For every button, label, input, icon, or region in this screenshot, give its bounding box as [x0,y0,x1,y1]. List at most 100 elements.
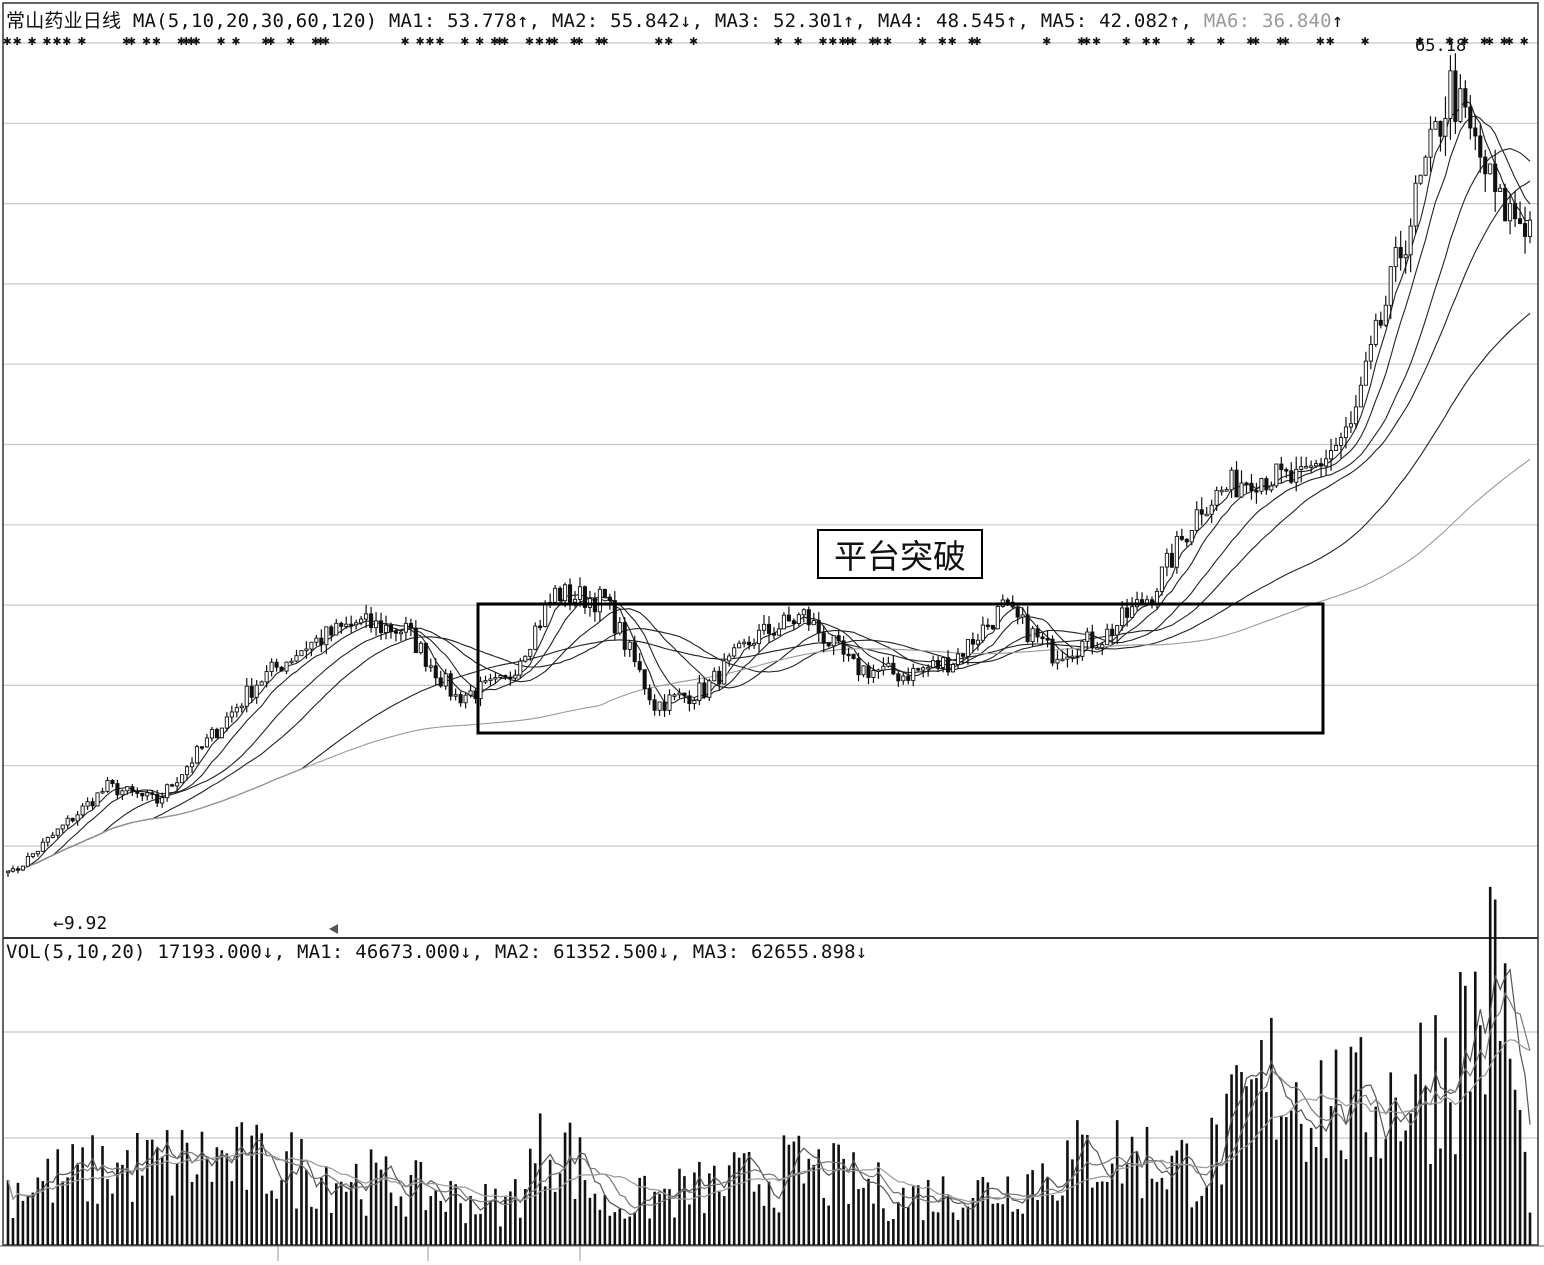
ma3-arrow: ↑ [842,10,855,32]
signal-marker: ✱ [217,33,226,49]
candle-body [602,588,607,598]
candle-body [533,625,538,650]
candle-body [771,633,777,636]
scroll-marker-icon [329,924,338,934]
candle-body [199,746,205,749]
candle-body [463,694,468,704]
candle-body [1100,644,1105,649]
candle-body [1383,304,1388,326]
candle-body [861,665,866,676]
candle-body [284,661,289,672]
candle-body [697,682,702,702]
candle-body [224,716,229,729]
candle-body [483,680,488,683]
signal-marker: ✱ [1246,33,1255,49]
candle-body [727,655,732,662]
candle-body [995,606,1000,630]
volume-ma-layer [7,968,1531,1216]
candle-body [662,701,667,711]
ma6-value: 36.840 [1261,10,1332,32]
signal-marker: ✱ [1122,33,1131,49]
candle-body [612,600,617,634]
candle-body [742,641,747,645]
signal-marker-layer: ✱ ✱ ✱ ✱ ✱ ✱ ✱ ✱✱ ✱ ✱ ✱✱✱✱ ✱ ✱ ✱✱ ✱ ✱✱✱ ✱ ✱ ✱ ✱ ✱ ✱ ✱✱✱ ✱ ✱ ✱✱ ✱✱ ✱✱… [3,33,1529,49]
signal-marker: ✱ [426,33,435,49]
candle-body [1522,223,1528,237]
candle-body [1353,406,1358,425]
signal-marker: ✱ [500,33,509,49]
candle-body [931,660,936,668]
signal-marker: ✱ [1276,33,1285,49]
signal-marker: ✱ [844,33,853,49]
candle-body [707,680,712,698]
signal-marker: ✱ [1460,33,1469,49]
signal-marker: ✱ [575,33,584,49]
candle-body [468,690,473,696]
candle-body [946,657,951,673]
candle-body [941,657,946,668]
candle-body [269,661,274,672]
candle-body [145,792,150,797]
signal-marker: ✱ [416,33,425,49]
candle-body [1458,88,1463,122]
candle-body [1503,187,1508,222]
candle-body [652,699,657,711]
candle-body [1294,468,1299,483]
candle-body [319,637,324,646]
candle-body [1020,614,1025,618]
price-low-label: ←9.92 [53,913,108,934]
candle-body [597,588,602,613]
candle-body [702,682,707,698]
candle-body [786,614,791,622]
candle-body [443,673,448,687]
candle-body [1169,552,1174,568]
candle-body [1055,658,1060,664]
signal-marker: ✱ [13,33,22,49]
candle-body [836,635,841,642]
signal-marker: ✱ [1043,33,1052,49]
signal-marker: ✱ [655,33,664,49]
signal-marker: ✱ [883,33,892,49]
signal-marker: ✱ [461,33,470,49]
candle-body [1015,606,1020,618]
candle-body [1403,254,1408,259]
signal-marker: ✱ [948,33,957,49]
candle-body [408,622,413,629]
candle-body [1453,70,1458,122]
candle-body [1358,384,1363,408]
signal-marker: ✱ [436,33,445,49]
candle-body [1433,120,1438,130]
candle-body [95,792,100,807]
candle-body [950,664,956,673]
candle-body [1244,482,1249,485]
candle-body [761,623,767,631]
candle-body [1498,187,1503,192]
candle-body [35,850,40,855]
candle-body [1518,218,1523,224]
ma3-value: 52.301 [773,10,843,32]
candle-body [324,626,329,646]
candle-body [821,632,826,644]
candle-body [846,653,851,657]
signal-marker: ✱ [152,33,161,49]
signal-marker: ✱ [1505,33,1514,49]
signal-marker: ✱ [1152,33,1161,49]
candle-body [383,624,389,634]
signal-marker: ✱ [142,33,151,49]
candle-body [1199,509,1204,515]
signal-marker: ✱ [192,33,201,49]
candle-body [1368,343,1373,362]
candle-body [936,660,941,668]
candle-body [1428,128,1433,158]
signal-marker: ✱ [182,33,191,49]
candle-body [105,779,110,792]
candle-body [1130,606,1135,618]
candle-body [160,797,165,804]
candle-body [841,640,846,655]
candle-body [1324,458,1329,467]
candle-body [1448,70,1453,119]
signal-marker: ✱ [1251,33,1260,49]
candle-body [1075,655,1080,659]
candle-body [1284,469,1289,472]
